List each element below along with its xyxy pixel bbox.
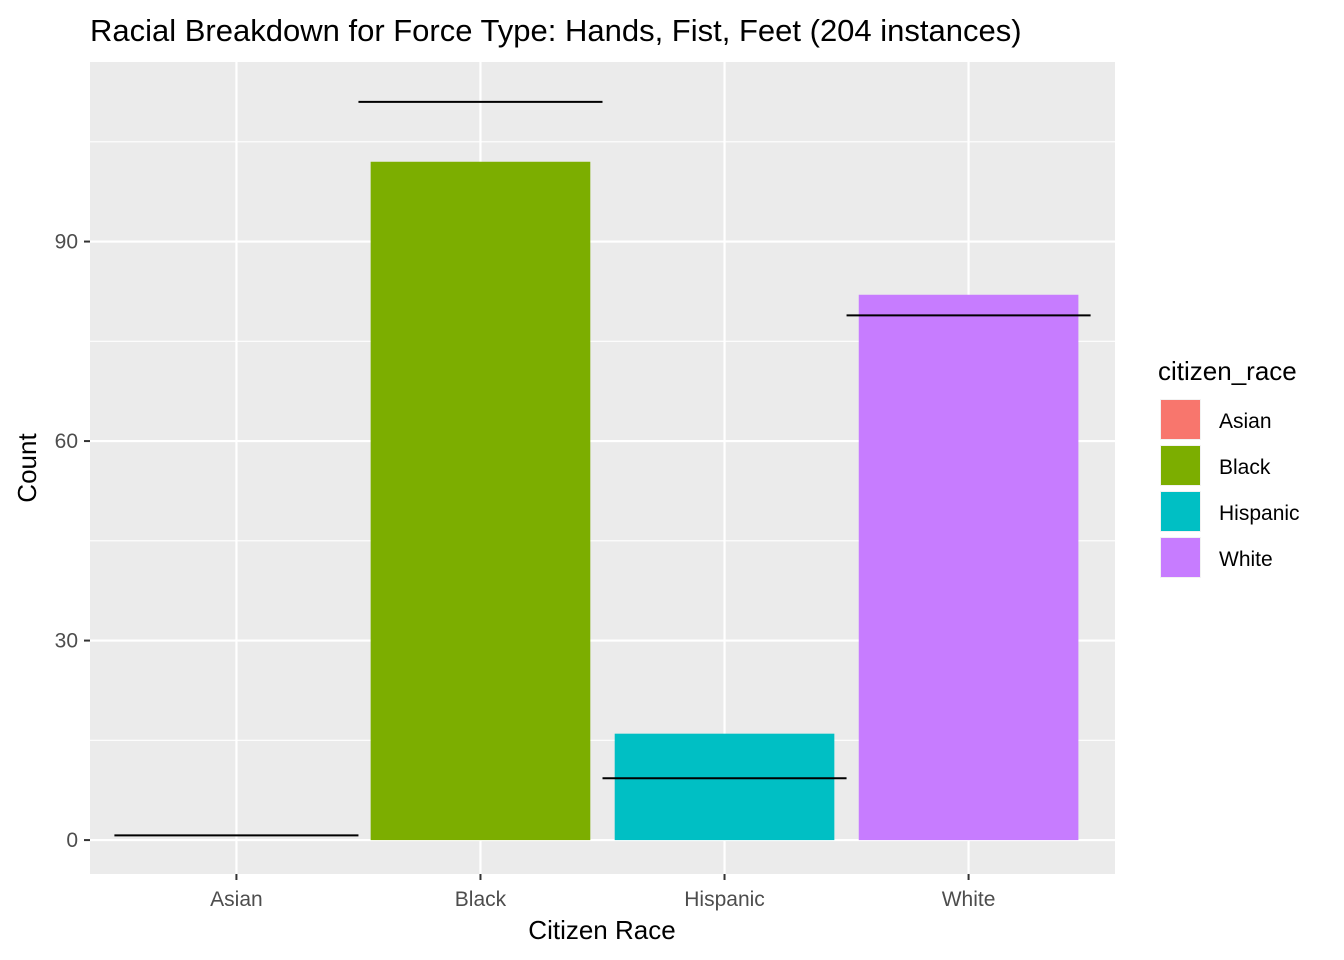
legend-label-asian: Asian bbox=[1219, 410, 1272, 433]
x-tick-label: Asian bbox=[210, 888, 263, 911]
x-axis-title: Citizen Race bbox=[528, 915, 675, 945]
y-tick-label: 90 bbox=[55, 231, 78, 254]
legend-swatch-black bbox=[1161, 446, 1200, 485]
legend-swatch-white bbox=[1161, 538, 1200, 577]
legend-swatch-asian bbox=[1161, 400, 1200, 439]
chart-title: Racial Breakdown for Force Type: Hands, … bbox=[90, 13, 1022, 48]
y-tick-label: 60 bbox=[55, 430, 78, 453]
legend-title: citizen_race bbox=[1158, 356, 1297, 386]
legend-swatch-hispanic bbox=[1161, 492, 1200, 531]
x-tick-label: White bbox=[942, 888, 996, 911]
y-tick-label: 0 bbox=[66, 829, 78, 852]
y-tick-label: 30 bbox=[55, 630, 78, 653]
y-axis: 0 30 60 90 bbox=[55, 231, 90, 852]
legend-label-white: White bbox=[1219, 548, 1273, 571]
legend: citizen_race Asian Black Hispanic White bbox=[1158, 356, 1300, 578]
x-tick-label: Hispanic bbox=[684, 888, 765, 911]
x-axis: Asian Black Hispanic White bbox=[210, 874, 995, 911]
bar-black bbox=[370, 161, 591, 841]
legend-items: Asian Black Hispanic White bbox=[1160, 399, 1300, 578]
bars bbox=[370, 161, 1079, 841]
x-tick-label: Black bbox=[455, 888, 507, 911]
legend-label-black: Black bbox=[1219, 456, 1271, 479]
reference-lines bbox=[114, 100, 1091, 837]
legend-label-hispanic: Hispanic bbox=[1219, 502, 1300, 525]
bar-white bbox=[858, 294, 1079, 841]
y-axis-title: Count bbox=[12, 433, 42, 503]
bar-hispanic bbox=[614, 733, 835, 841]
